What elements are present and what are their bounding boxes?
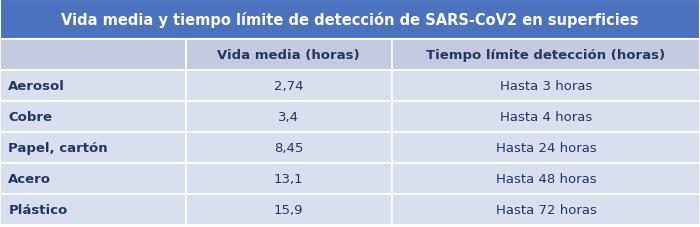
Bar bbox=[0, 101, 186, 132]
Text: Plástico: Plástico bbox=[8, 203, 68, 216]
Text: Vida media y tiempo límite de detección de SARS-CoV2 en superficies: Vida media y tiempo límite de detección … bbox=[62, 12, 638, 28]
Bar bbox=[0, 132, 186, 163]
Bar bbox=[0, 40, 186, 71]
Bar bbox=[392, 163, 700, 194]
Text: Hasta 48 horas: Hasta 48 horas bbox=[496, 172, 596, 185]
Bar bbox=[392, 132, 700, 163]
Text: Hasta 24 horas: Hasta 24 horas bbox=[496, 141, 596, 154]
Bar bbox=[392, 40, 700, 71]
Text: Cobre: Cobre bbox=[8, 111, 52, 123]
Text: 8,45: 8,45 bbox=[274, 141, 303, 154]
Bar bbox=[0, 194, 186, 225]
Text: Papel, cartón: Papel, cartón bbox=[8, 141, 108, 154]
Bar bbox=[186, 163, 392, 194]
Text: Aerosol: Aerosol bbox=[8, 80, 65, 93]
Bar bbox=[0, 0, 700, 40]
Bar bbox=[392, 194, 700, 225]
Text: Tiempo límite detección (horas): Tiempo límite detección (horas) bbox=[426, 49, 666, 62]
Text: Acero: Acero bbox=[8, 172, 51, 185]
Text: 15,9: 15,9 bbox=[274, 203, 304, 216]
Bar bbox=[186, 132, 392, 163]
Bar bbox=[392, 101, 700, 132]
Text: Hasta 72 horas: Hasta 72 horas bbox=[496, 203, 596, 216]
Bar bbox=[0, 71, 186, 101]
Text: 13,1: 13,1 bbox=[274, 172, 304, 185]
Bar bbox=[186, 71, 392, 101]
Text: 2,74: 2,74 bbox=[274, 80, 304, 93]
Bar bbox=[392, 71, 700, 101]
Bar bbox=[186, 101, 392, 132]
Text: Hasta 4 horas: Hasta 4 horas bbox=[500, 111, 592, 123]
Text: 3,4: 3,4 bbox=[279, 111, 300, 123]
Text: Hasta 3 horas: Hasta 3 horas bbox=[500, 80, 592, 93]
Text: Vida media (horas): Vida media (horas) bbox=[218, 49, 360, 62]
Bar bbox=[186, 40, 392, 71]
Bar bbox=[0, 163, 186, 194]
Bar bbox=[186, 194, 392, 225]
